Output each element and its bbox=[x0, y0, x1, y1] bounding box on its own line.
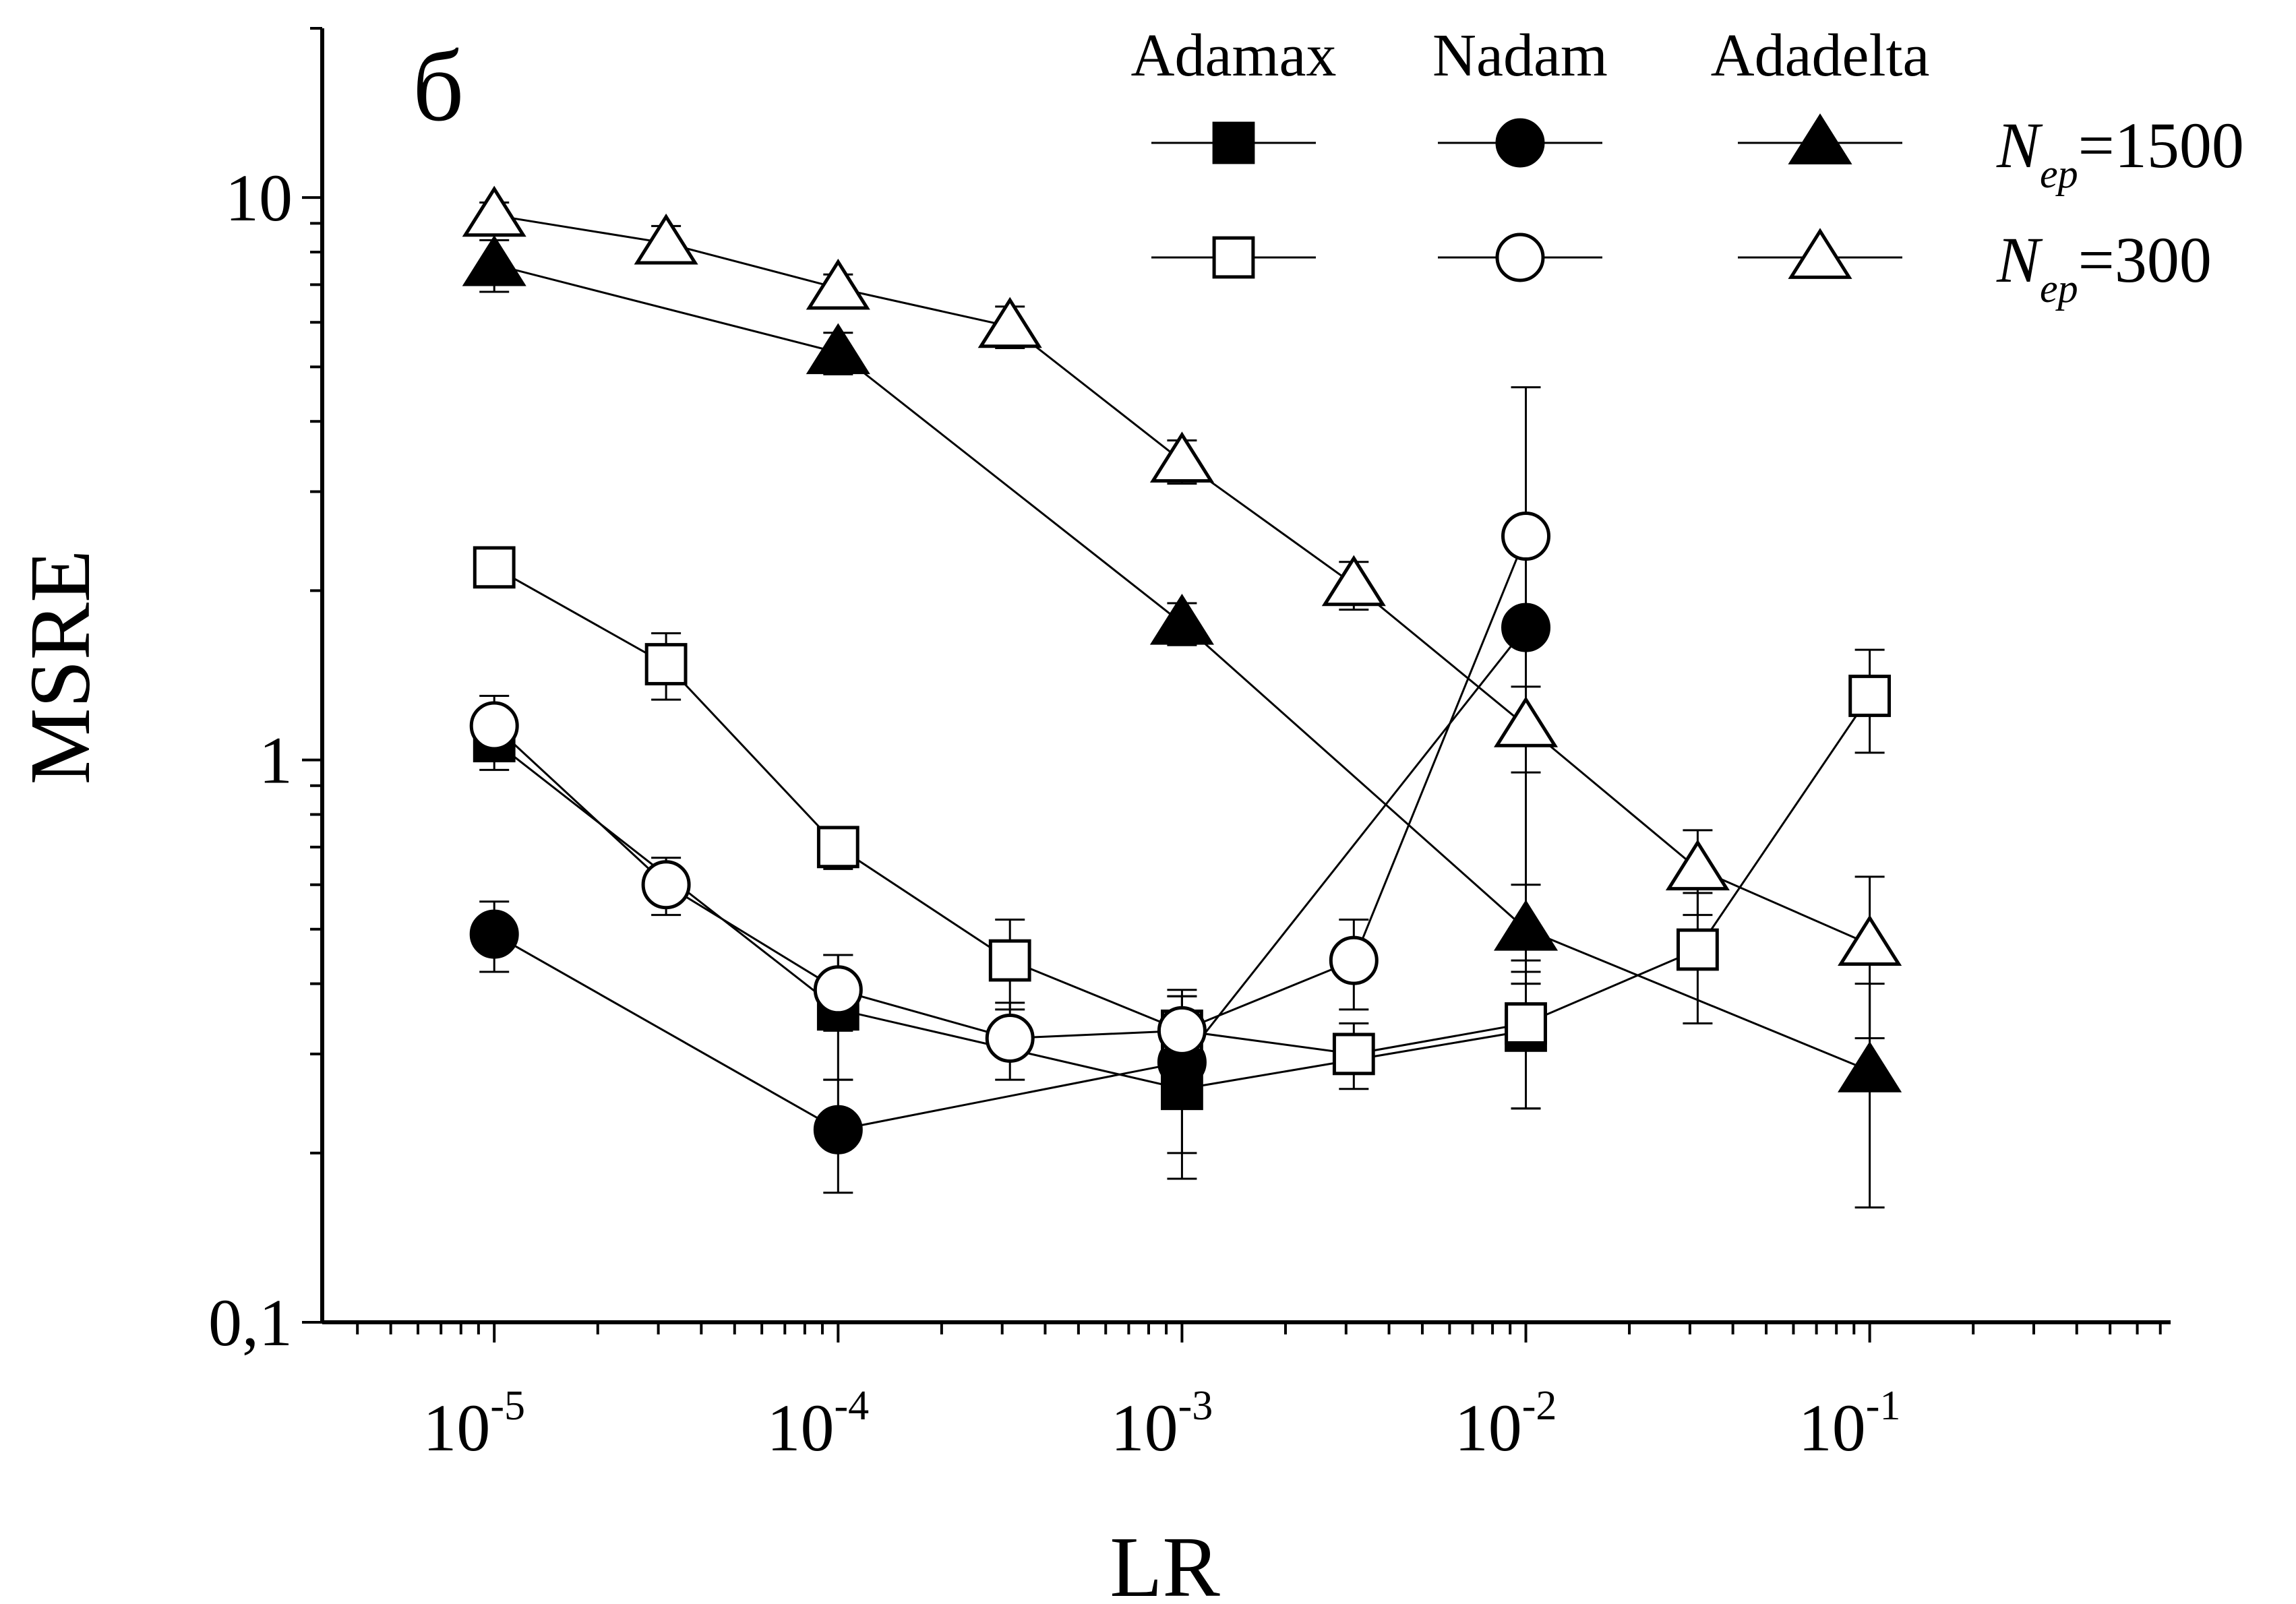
x-tick-label: 10-2 bbox=[1455, 1383, 1557, 1465]
data-point bbox=[641, 860, 691, 910]
labels: б LR MSRE bbox=[12, 30, 1220, 1604]
series-adamax-300 bbox=[473, 546, 1892, 1110]
legend: Adamax Nadam Adadelta Nep=1500 Nep=300 bbox=[1131, 22, 2244, 311]
legend-marker bbox=[1495, 233, 1545, 282]
legend-marker bbox=[1788, 113, 1852, 164]
legend-row-label: Nep=300 bbox=[1996, 224, 2212, 311]
y-axis-title: MSRE bbox=[12, 550, 108, 785]
legend-marker bbox=[1212, 121, 1255, 164]
data-point bbox=[634, 213, 698, 265]
data-point bbox=[1157, 1006, 1207, 1055]
y-tick-label: 0,1 bbox=[208, 1285, 293, 1360]
data-point bbox=[977, 297, 1042, 348]
series-line bbox=[493, 627, 1527, 1131]
legend-column-label: Adadelta bbox=[1711, 22, 1930, 89]
data-point bbox=[1848, 675, 1892, 717]
data-point bbox=[806, 258, 870, 310]
data-point bbox=[1493, 696, 1559, 747]
data-point bbox=[1149, 431, 1214, 483]
data-point bbox=[988, 939, 1031, 982]
data-point bbox=[1838, 915, 1902, 966]
legend-row-label: Nep=1500 bbox=[1996, 109, 2244, 196]
series-line bbox=[493, 214, 1871, 946]
data-point bbox=[1665, 839, 1730, 891]
data-point bbox=[1332, 1032, 1375, 1076]
data-point bbox=[1505, 1002, 1547, 1045]
data-point bbox=[806, 323, 870, 375]
panel-label: б bbox=[413, 30, 464, 142]
data-point bbox=[644, 643, 688, 685]
legend-marker bbox=[1788, 228, 1852, 279]
data-point bbox=[469, 909, 519, 959]
y-tick-label: 10 bbox=[225, 160, 293, 235]
data-point bbox=[469, 701, 519, 751]
data-point bbox=[985, 1013, 1035, 1063]
data-point bbox=[473, 546, 516, 589]
data-point bbox=[1501, 512, 1551, 561]
data-point bbox=[1321, 555, 1386, 607]
x-axis-title: LR bbox=[1110, 1519, 1220, 1604]
data-point bbox=[1676, 928, 1719, 971]
legend-column-label: Adamax bbox=[1131, 22, 1337, 89]
series-nadam-300 bbox=[469, 386, 1551, 1081]
legend-column-label: Nadam bbox=[1432, 22, 1608, 89]
series-adadelta-300 bbox=[462, 185, 1902, 1039]
data-point bbox=[1329, 935, 1379, 985]
data-point bbox=[462, 185, 526, 237]
y-tick-label: 1 bbox=[259, 723, 293, 798]
data-point bbox=[1149, 594, 1214, 645]
x-tick-label: 10-1 bbox=[1799, 1383, 1901, 1465]
legend-marker bbox=[1495, 118, 1545, 168]
x-tick-label: 10-5 bbox=[423, 1383, 525, 1465]
x-tick-label: 10-4 bbox=[766, 1383, 869, 1465]
data-point bbox=[1838, 1041, 1902, 1092]
series-line bbox=[493, 264, 1871, 1072]
data-point bbox=[813, 965, 863, 1015]
x-tick-label: 10-3 bbox=[1111, 1383, 1213, 1465]
data-point bbox=[813, 1105, 863, 1154]
axes: 10-5 10-4 10-3 10-2 10-1 0,1 1 10 bbox=[208, 27, 2171, 1465]
series-layer bbox=[462, 185, 1902, 1209]
legend-marker bbox=[1212, 236, 1255, 279]
data-point bbox=[462, 235, 526, 286]
data-point bbox=[816, 826, 859, 869]
